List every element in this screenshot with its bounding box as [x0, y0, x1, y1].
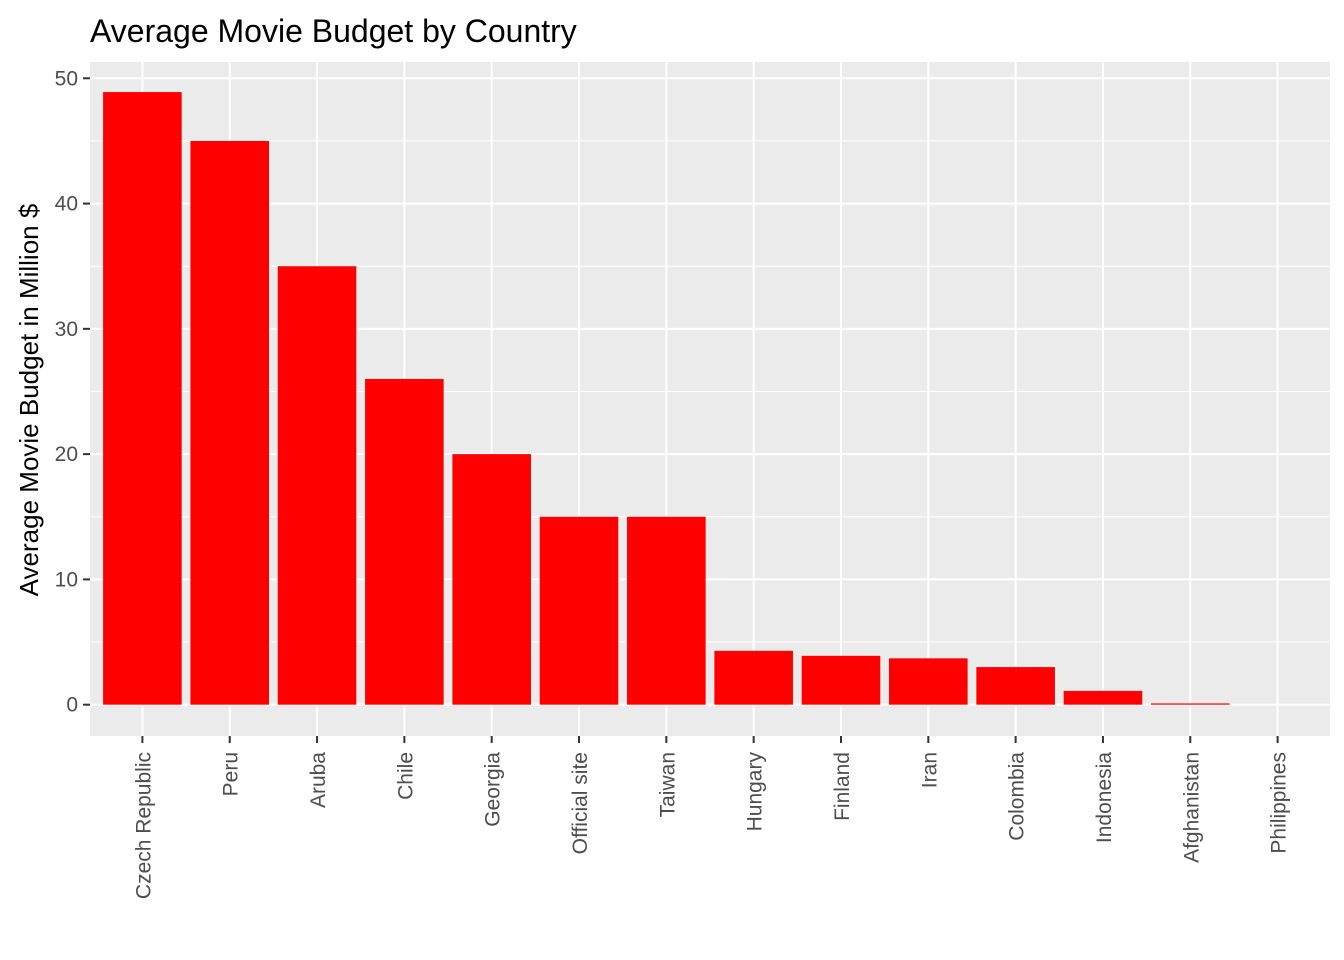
x-tick-label: Chile — [394, 752, 417, 800]
bar-peru — [190, 140, 270, 705]
bar-colombia — [976, 667, 1055, 705]
x-tick-label: Iran — [918, 752, 941, 788]
x-tick-label: Philippines — [1268, 752, 1291, 854]
x-tick-label: Afghanistan — [1180, 752, 1203, 863]
bar-czech-republic — [103, 92, 182, 705]
y-tick-label: 30 — [55, 318, 78, 341]
bar-taiwan — [627, 516, 706, 705]
bar-aruba — [277, 266, 357, 705]
bar-indonesia — [1063, 690, 1143, 705]
bar-afghanistan — [1150, 703, 1230, 705]
y-tick-label: 10 — [55, 568, 78, 591]
x-tick-label: Taiwan — [656, 752, 679, 817]
x-tick-label: Czech Republic — [132, 752, 155, 899]
plot-area: 0 10 20 30 40 50 Czech Republic Peru Aruba Chile G… — [55, 62, 1330, 899]
x-tick-label: Indonesia — [1093, 752, 1116, 843]
bar-official-site — [539, 516, 619, 705]
plot-panel-background — [90, 62, 1330, 736]
chart-title: Average Movie Budget by Country — [90, 13, 577, 49]
y-tick-label: 20 — [55, 443, 78, 466]
x-tick-label: Peru — [220, 752, 243, 796]
x-tick-label: Colombia — [1006, 752, 1029, 841]
x-tick-label: Aruba — [307, 752, 330, 808]
bar-chile — [365, 378, 444, 705]
bar-georgia — [452, 454, 531, 705]
x-tick-label: Georgia — [482, 752, 505, 827]
bar-finland — [801, 655, 881, 705]
bar-hungary — [714, 650, 793, 705]
y-axis-title: Average Movie Budget in Million $ — [14, 203, 44, 596]
x-tick-label: Hungary — [744, 752, 767, 832]
x-tick-label: Official site — [569, 752, 592, 854]
y-tick-label: 50 — [55, 67, 78, 90]
y-tick-label: 0 — [66, 694, 78, 717]
y-tick-label: 40 — [55, 193, 78, 216]
bar-iran — [889, 658, 968, 705]
x-tick-label: Finland — [831, 752, 854, 821]
